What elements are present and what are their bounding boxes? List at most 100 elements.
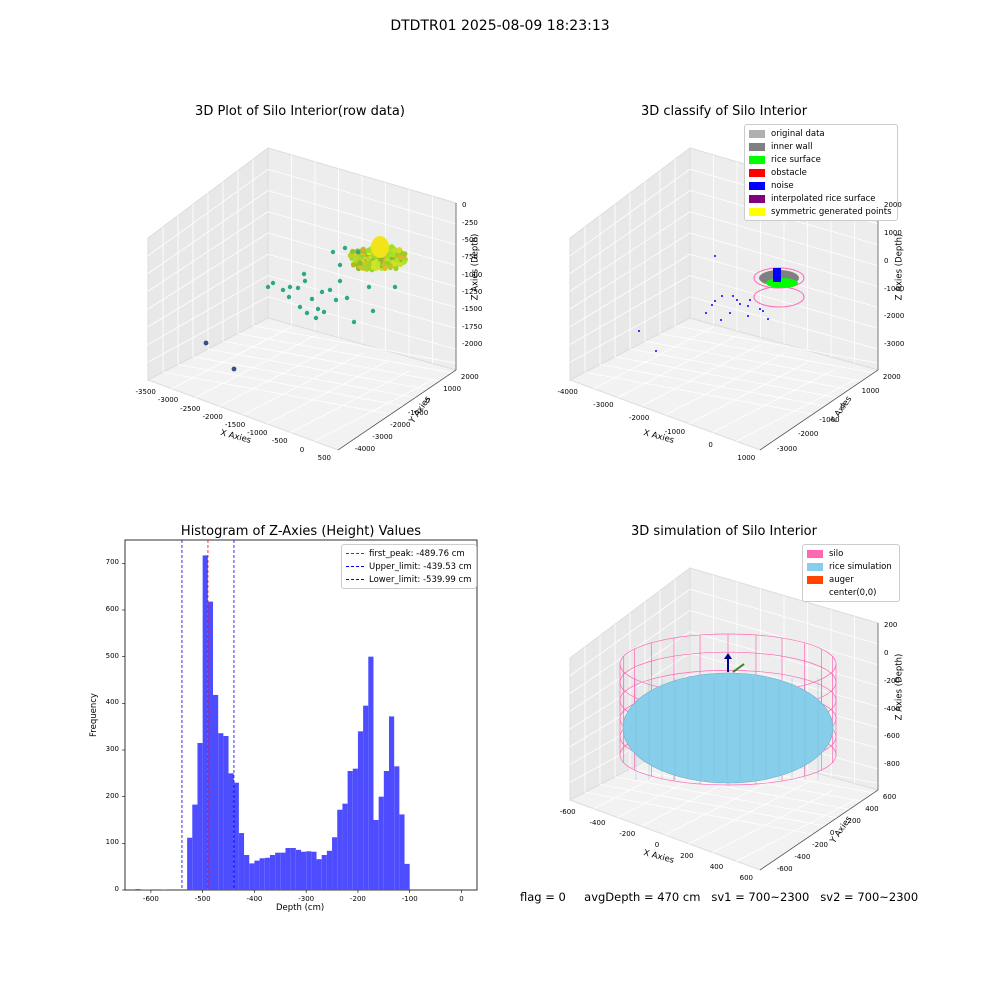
simulation-ytick: 600 (882, 792, 897, 801)
hist-xtick: -400 (246, 895, 263, 903)
figure-title: DTDTR01 2025-08-09 18:23:13 (390, 18, 610, 34)
histogram-bar (363, 705, 369, 890)
grid-line (267, 253, 457, 308)
raw-point (389, 244, 395, 250)
classify-ytick: 2000 (882, 372, 901, 381)
hist-ytick: 100 (105, 838, 119, 847)
grid-line (147, 275, 269, 345)
histogram-bar (228, 773, 234, 890)
simulation-xtick: 600 (739, 873, 753, 882)
legend-label: original data (771, 128, 825, 139)
hist-ytick: 700 (105, 558, 119, 567)
hist-frame (124, 539, 478, 891)
hist-ylabel: Frequency (88, 693, 99, 737)
legend-line-icon (346, 579, 364, 580)
simulation-ztick: -600 (884, 732, 900, 741)
raw-point (397, 261, 404, 268)
classify-noise-point (749, 299, 751, 301)
raw-ytick: 0 (425, 396, 430, 405)
grid-line (569, 232, 691, 310)
hist-ytick: 200 (105, 791, 119, 800)
hist-xtick: -100 (401, 895, 418, 903)
grid-line (712, 370, 833, 433)
histogram-bar (280, 852, 286, 890)
histogram-bar (301, 851, 307, 890)
classify-xtick: -1000 (664, 427, 686, 436)
sv2-text: sv2 = 700~2300 (820, 890, 919, 904)
raw-point (364, 261, 370, 267)
simulation-xtick: -600 (559, 808, 576, 817)
grid-line (659, 333, 1000, 397)
grid-line (569, 275, 691, 345)
legend-entry: Lower_limit: -539.99 cm (346, 573, 472, 586)
raw-point (333, 297, 339, 303)
legend-entry: symmetric generated points (749, 205, 893, 218)
histogram-bar (135, 889, 141, 890)
classify-ztick: -3000 (884, 339, 905, 348)
histogram-bar (311, 851, 317, 890)
classify-noise-point (739, 303, 741, 305)
raw-point (370, 308, 376, 314)
simulation-ytick: 400 (865, 804, 879, 813)
raw-point (265, 284, 271, 290)
raw-point (344, 295, 350, 301)
grid-line (267, 275, 457, 329)
grid-line (569, 253, 691, 328)
histogram-bar (404, 863, 410, 890)
raw-point (231, 366, 237, 372)
raw-point (392, 284, 398, 290)
histogram-bar (378, 796, 384, 890)
simulation-ytick: -600 (776, 864, 793, 873)
raw-point (350, 262, 357, 268)
raw-point (337, 262, 343, 268)
raw-point (270, 280, 276, 286)
histogram-bar (368, 656, 374, 890)
raw-point (337, 278, 343, 284)
raw-point (295, 285, 301, 291)
grid-line (290, 370, 411, 433)
legend-swatch (749, 129, 765, 138)
raw-xtick: -1000 (247, 429, 268, 438)
grid-line (177, 364, 559, 435)
raw-xtick: 0 (299, 445, 305, 454)
grid-line (614, 776, 996, 848)
classify-noise-point (714, 255, 716, 257)
raw-xtick: 500 (317, 453, 331, 462)
histogram-bar (223, 736, 229, 890)
legend-swatch (749, 155, 765, 164)
simulation-legend: silo rice simulation auger center(0,0) (802, 544, 900, 602)
grid-line (252, 325, 634, 397)
raw-ztick: -250 (462, 218, 478, 227)
raw-point (301, 271, 307, 277)
grid-line (689, 652, 879, 707)
legend-label: interpolated rice surface (771, 193, 876, 204)
legend-label: auger (829, 574, 854, 585)
legend-swatch (807, 549, 823, 558)
raw-point (382, 265, 388, 272)
hist-xtick: 0 (459, 895, 464, 903)
legend-entry: rice simulation (807, 560, 895, 573)
raw-ytick: -4000 (354, 444, 376, 453)
grid-line (599, 784, 981, 855)
legend-swatch (807, 562, 823, 571)
histogram-bar (269, 855, 276, 890)
flag-text: flag = 0 (520, 890, 566, 904)
legend-swatch (749, 207, 765, 216)
classify-plot-title: 3D classify of Silo Interior (640, 104, 808, 119)
raw-point (297, 304, 303, 310)
histogram-bar (192, 804, 198, 890)
histogram-legend: first_peak: -489.76 cm Upper_limit: -439.… (341, 544, 477, 589)
grid-line (736, 798, 857, 862)
classify-ztick: -1000 (884, 284, 905, 293)
grid-line (584, 371, 966, 443)
grid-line (614, 356, 996, 428)
raw-point (375, 260, 381, 267)
legend-label: rice simulation (829, 561, 892, 572)
hist-xtick: -500 (194, 895, 211, 903)
raw-point (397, 255, 404, 261)
histogram-bar (306, 851, 312, 890)
raw-ztick: -1250 (462, 287, 483, 296)
hist-xtick: -600 (142, 895, 159, 903)
simulation-ytick: -400 (794, 852, 811, 861)
